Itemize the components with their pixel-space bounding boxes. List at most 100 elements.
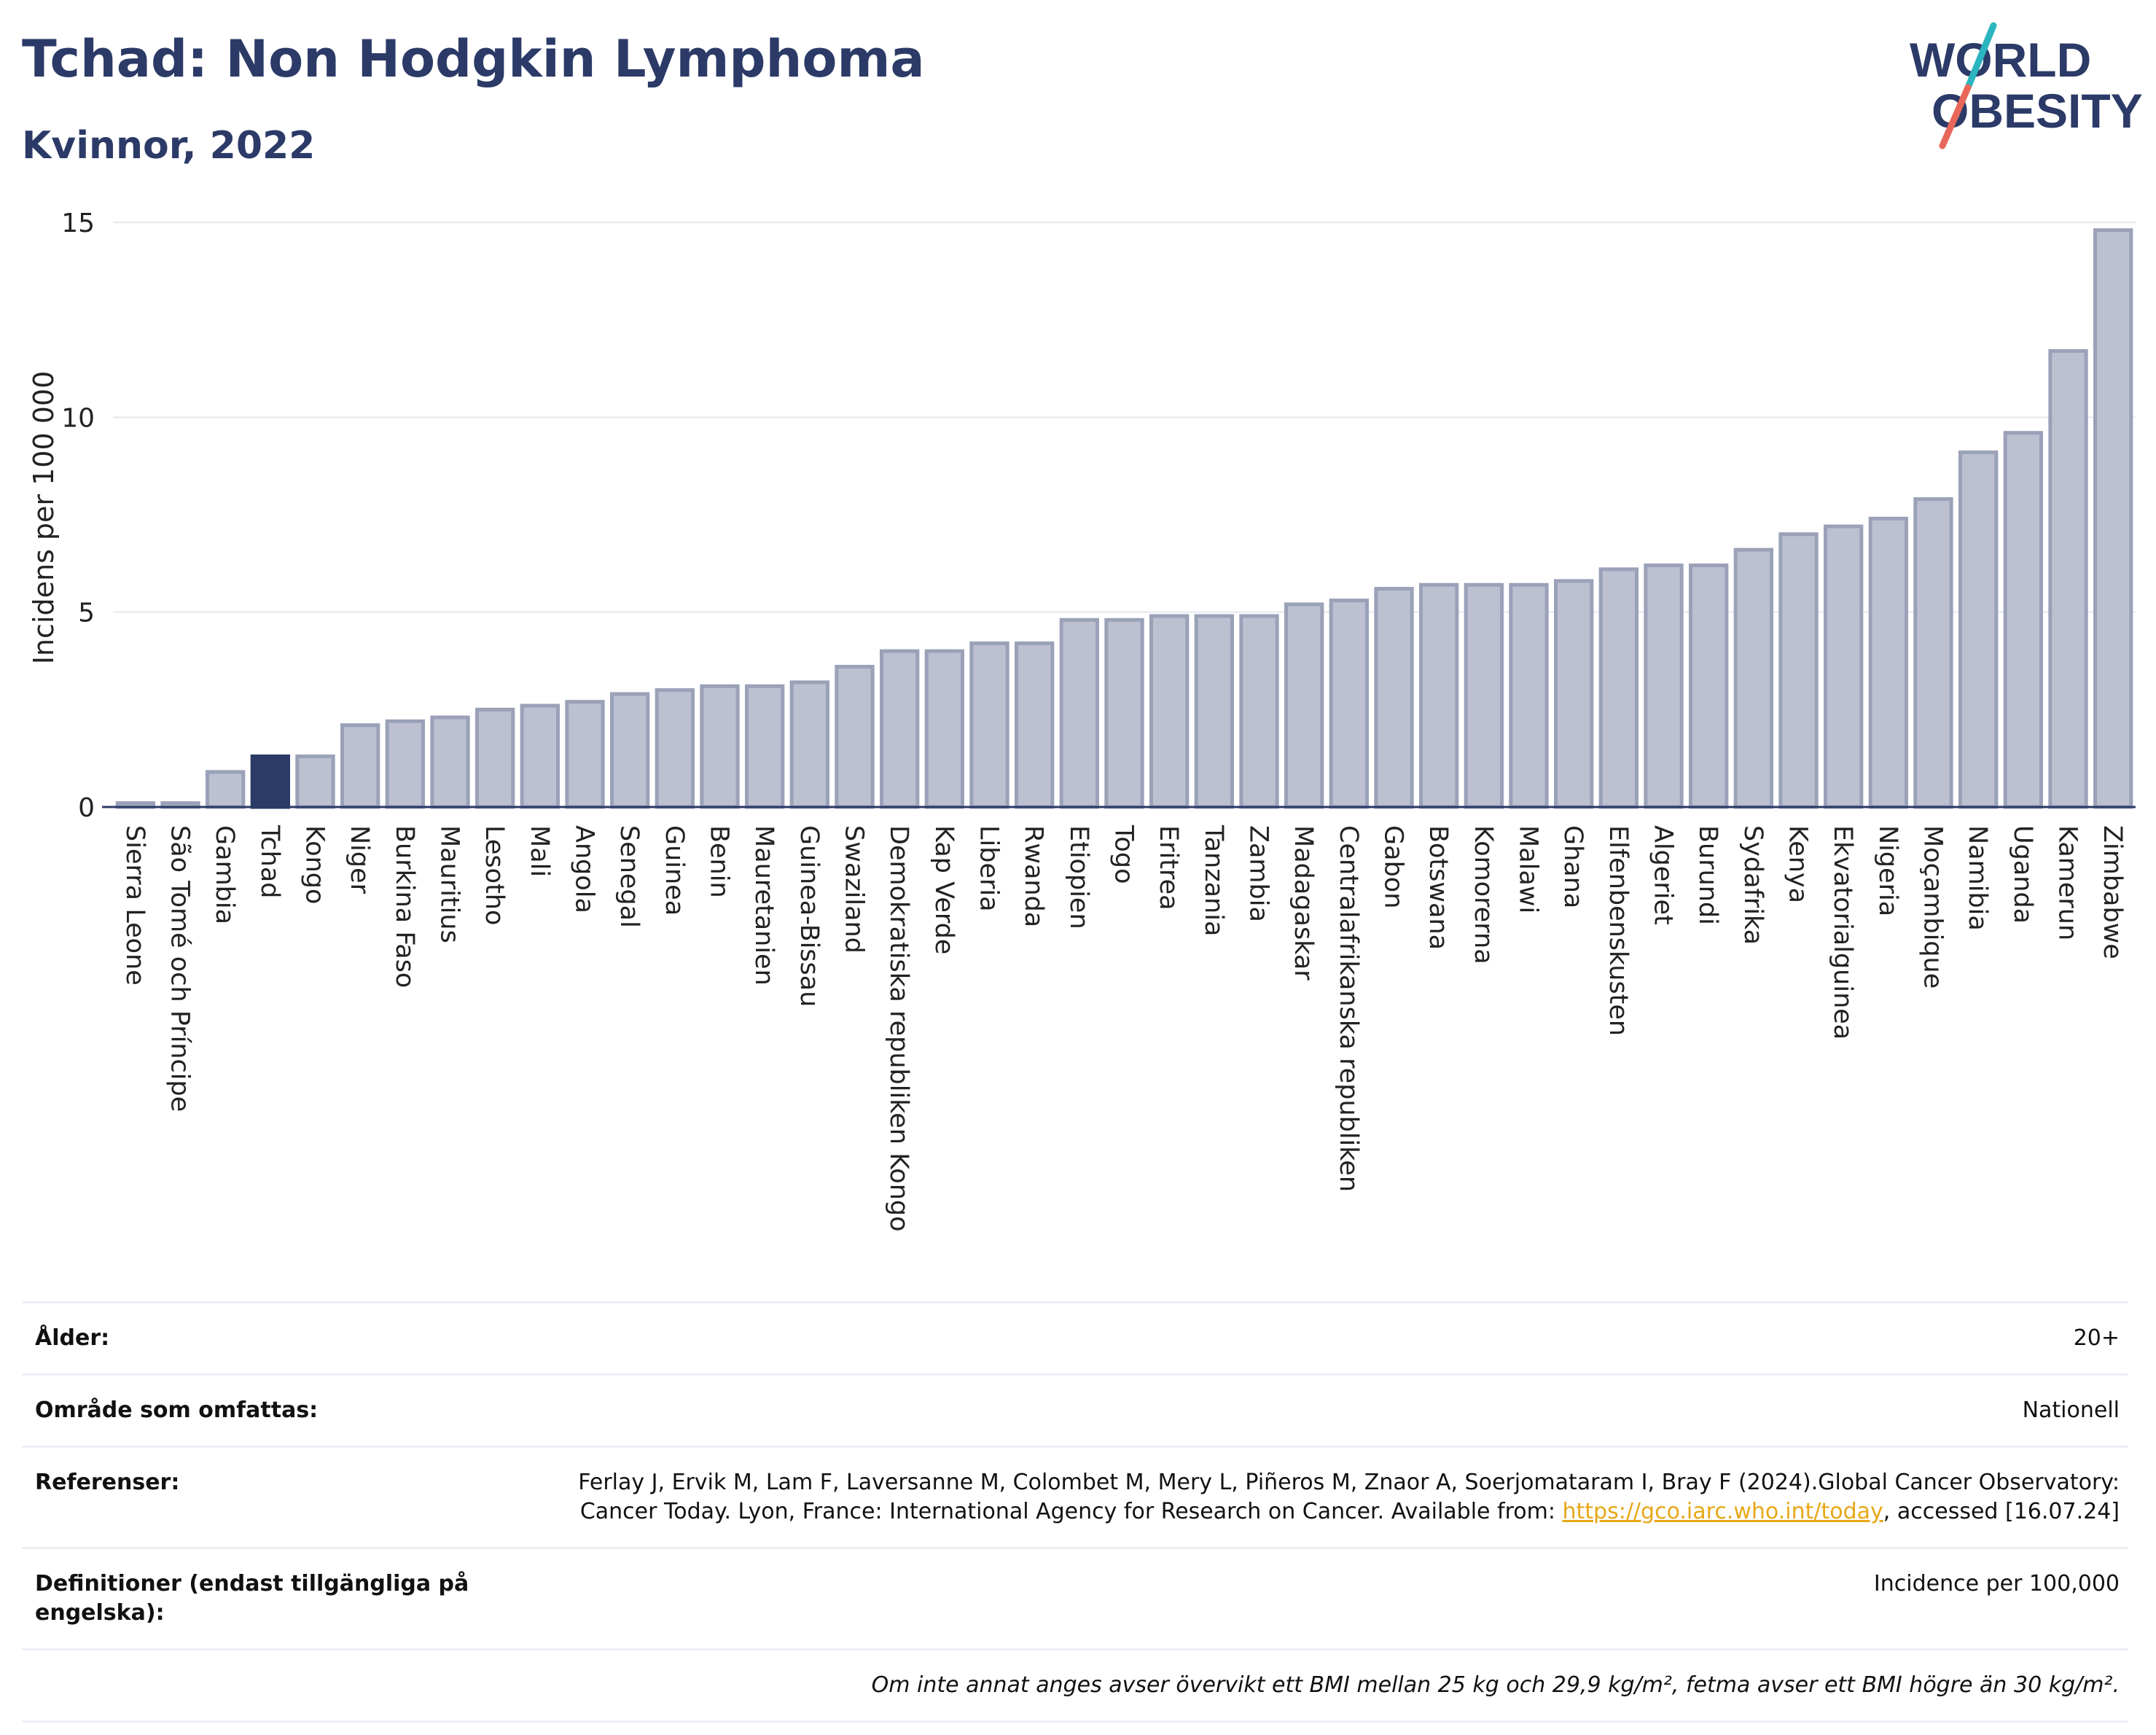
- bar: [475, 707, 515, 809]
- bar: [1598, 567, 1639, 809]
- bar: [1644, 564, 1684, 809]
- x-tick-label: Burundi: [1693, 825, 1722, 925]
- bar: [430, 715, 470, 809]
- bar: [880, 649, 920, 809]
- x-tick-label: Ekvatorialguinea: [1828, 825, 1857, 1040]
- x-tick-label: Etiopien: [1064, 825, 1093, 929]
- x-tick-label: Centralafrikanska republiken: [1334, 825, 1363, 1192]
- bar: [340, 723, 380, 809]
- x-tick-label: Demokratiska republiken Kongo: [884, 825, 913, 1232]
- bar: [1689, 564, 1729, 809]
- bar: [1015, 641, 1055, 809]
- age-value: 20+: [2073, 1325, 2120, 1351]
- area-label: Område som omfattas:: [35, 1397, 319, 1423]
- x-tick-label: Ghana: [1558, 825, 1587, 908]
- bar: [610, 692, 650, 809]
- age-label: Ålder:: [35, 1325, 110, 1351]
- x-tick-label: Sierra Leone: [120, 825, 149, 986]
- bar: [1824, 524, 1864, 809]
- bar: [1733, 547, 1774, 809]
- references-accessed: , accessed [16.07.24]: [1883, 1499, 2120, 1524]
- bar: [1194, 614, 1234, 809]
- x-tick-label: Gambia: [210, 825, 239, 924]
- x-tick-label: Zimbabwe: [2098, 825, 2127, 959]
- x-tick-label: Benin: [705, 825, 734, 898]
- x-tick-label: Nigeria: [1873, 825, 1902, 916]
- x-tick-label: Uganda: [2008, 825, 2037, 924]
- bar: [1554, 579, 1594, 809]
- x-tick-label: Tanzania: [1199, 824, 1228, 936]
- bar: [1778, 532, 1819, 809]
- x-tick-label: Liberia: [975, 825, 1004, 912]
- bar: [295, 754, 335, 809]
- x-tick-label: Malawi: [1514, 825, 1543, 913]
- x-tick-label: Lesotho: [480, 825, 509, 925]
- x-tick-label: Rwanda: [1019, 825, 1048, 927]
- chart-subtitle: Kvinnor, 2022: [22, 124, 316, 168]
- x-tick-label: Madagaskar: [1289, 825, 1318, 980]
- info-row-age: Ålder: 20+: [22, 1301, 2128, 1373]
- bar: [1419, 582, 1459, 809]
- x-tick-label: Eritrea: [1154, 825, 1183, 911]
- y-tick-label: 0: [78, 793, 95, 823]
- bar: [1913, 497, 1953, 809]
- bar: [565, 700, 605, 809]
- bar-chart: 0 5 10 15 Sierra Leone São Tomé och Príncipe G…: [61, 208, 2136, 1232]
- bar: [1464, 582, 1504, 809]
- x-tick-label: Kamerun: [2053, 825, 2082, 940]
- x-tick-label: Swaziland: [840, 825, 869, 954]
- x-tick-label: Mali: [525, 825, 554, 877]
- x-tick-label: Kenya: [1784, 825, 1813, 903]
- bar: [206, 770, 246, 809]
- bar: [789, 680, 829, 809]
- bar: [1059, 617, 1099, 809]
- bar: [924, 649, 964, 809]
- info-row-references: Referenser: Ferlay J, Ervik M, Lam F, La…: [22, 1446, 2128, 1547]
- x-tick-label: Zambia: [1244, 825, 1273, 922]
- bar: [385, 719, 426, 809]
- bar: [1104, 617, 1144, 809]
- x-tick-label: Namibia: [1963, 825, 1992, 931]
- definitions-value: Incidence per 100,000: [1873, 1571, 2120, 1596]
- x-tick-label: Gabon: [1379, 825, 1408, 908]
- references-link[interactable]: https://gco.iarc.who.int/today: [1562, 1499, 1883, 1524]
- info-row-definitions: Definitioner (endast tillgängliga på eng…: [22, 1547, 2128, 1648]
- x-tick-label: Botswana: [1423, 825, 1453, 950]
- x-tick-label: Burkina Faso: [390, 825, 419, 988]
- bar: [655, 688, 695, 809]
- bar: [1284, 602, 1324, 809]
- x-tick-label: Kap Verde: [929, 825, 958, 954]
- area-value: Nationell: [2022, 1397, 2120, 1423]
- bar: [1509, 582, 1549, 809]
- world-obesity-logo: WORLD OBESITY: [1910, 22, 2143, 149]
- definitions-label: Definitioner (endast tillgängliga på eng…: [35, 1571, 469, 1626]
- bmi-note: Om inte annat anges avser övervikt ett B…: [871, 1672, 2120, 1698]
- x-tick-label: Elfenbenskusten: [1604, 825, 1633, 1036]
- x-tick-label: Algeriet: [1649, 825, 1678, 925]
- bar: [1239, 614, 1279, 809]
- x-tick-label: Kongo: [300, 825, 329, 904]
- bar: [1149, 614, 1190, 809]
- bar: [520, 703, 561, 809]
- bar: [969, 641, 1009, 809]
- references-label: Referenser:: [35, 1470, 180, 1495]
- x-tick-label: Moçambique: [1918, 825, 1948, 989]
- x-tick-label: Mauritius: [435, 825, 464, 943]
- x-tick-label: Komorerna: [1469, 825, 1498, 964]
- y-tick-label: 15: [61, 208, 95, 238]
- x-tick-label: São Tomé och Príncipe: [165, 825, 195, 1112]
- x-tick-label: Guinea: [660, 825, 689, 916]
- x-tick-label: Niger: [345, 825, 374, 894]
- chart-title: Tchad: Non Hodgkin Lymphoma: [22, 29, 925, 89]
- info-row-note: Om inte annat anges avser övervikt ett B…: [22, 1648, 2128, 1723]
- bar: [1958, 450, 1999, 809]
- bar: [1374, 587, 1414, 809]
- references-value: Ferlay J, Ervik M, Lam F, Laversanne M, …: [552, 1468, 2120, 1527]
- x-tick-label: Sydafrika: [1738, 825, 1768, 945]
- x-tick-label: Senegal: [614, 825, 644, 928]
- bar: [835, 665, 875, 809]
- bar: [745, 684, 785, 809]
- bar: [250, 754, 290, 809]
- bar: [2048, 348, 2088, 809]
- y-tick-label: 5: [78, 599, 95, 628]
